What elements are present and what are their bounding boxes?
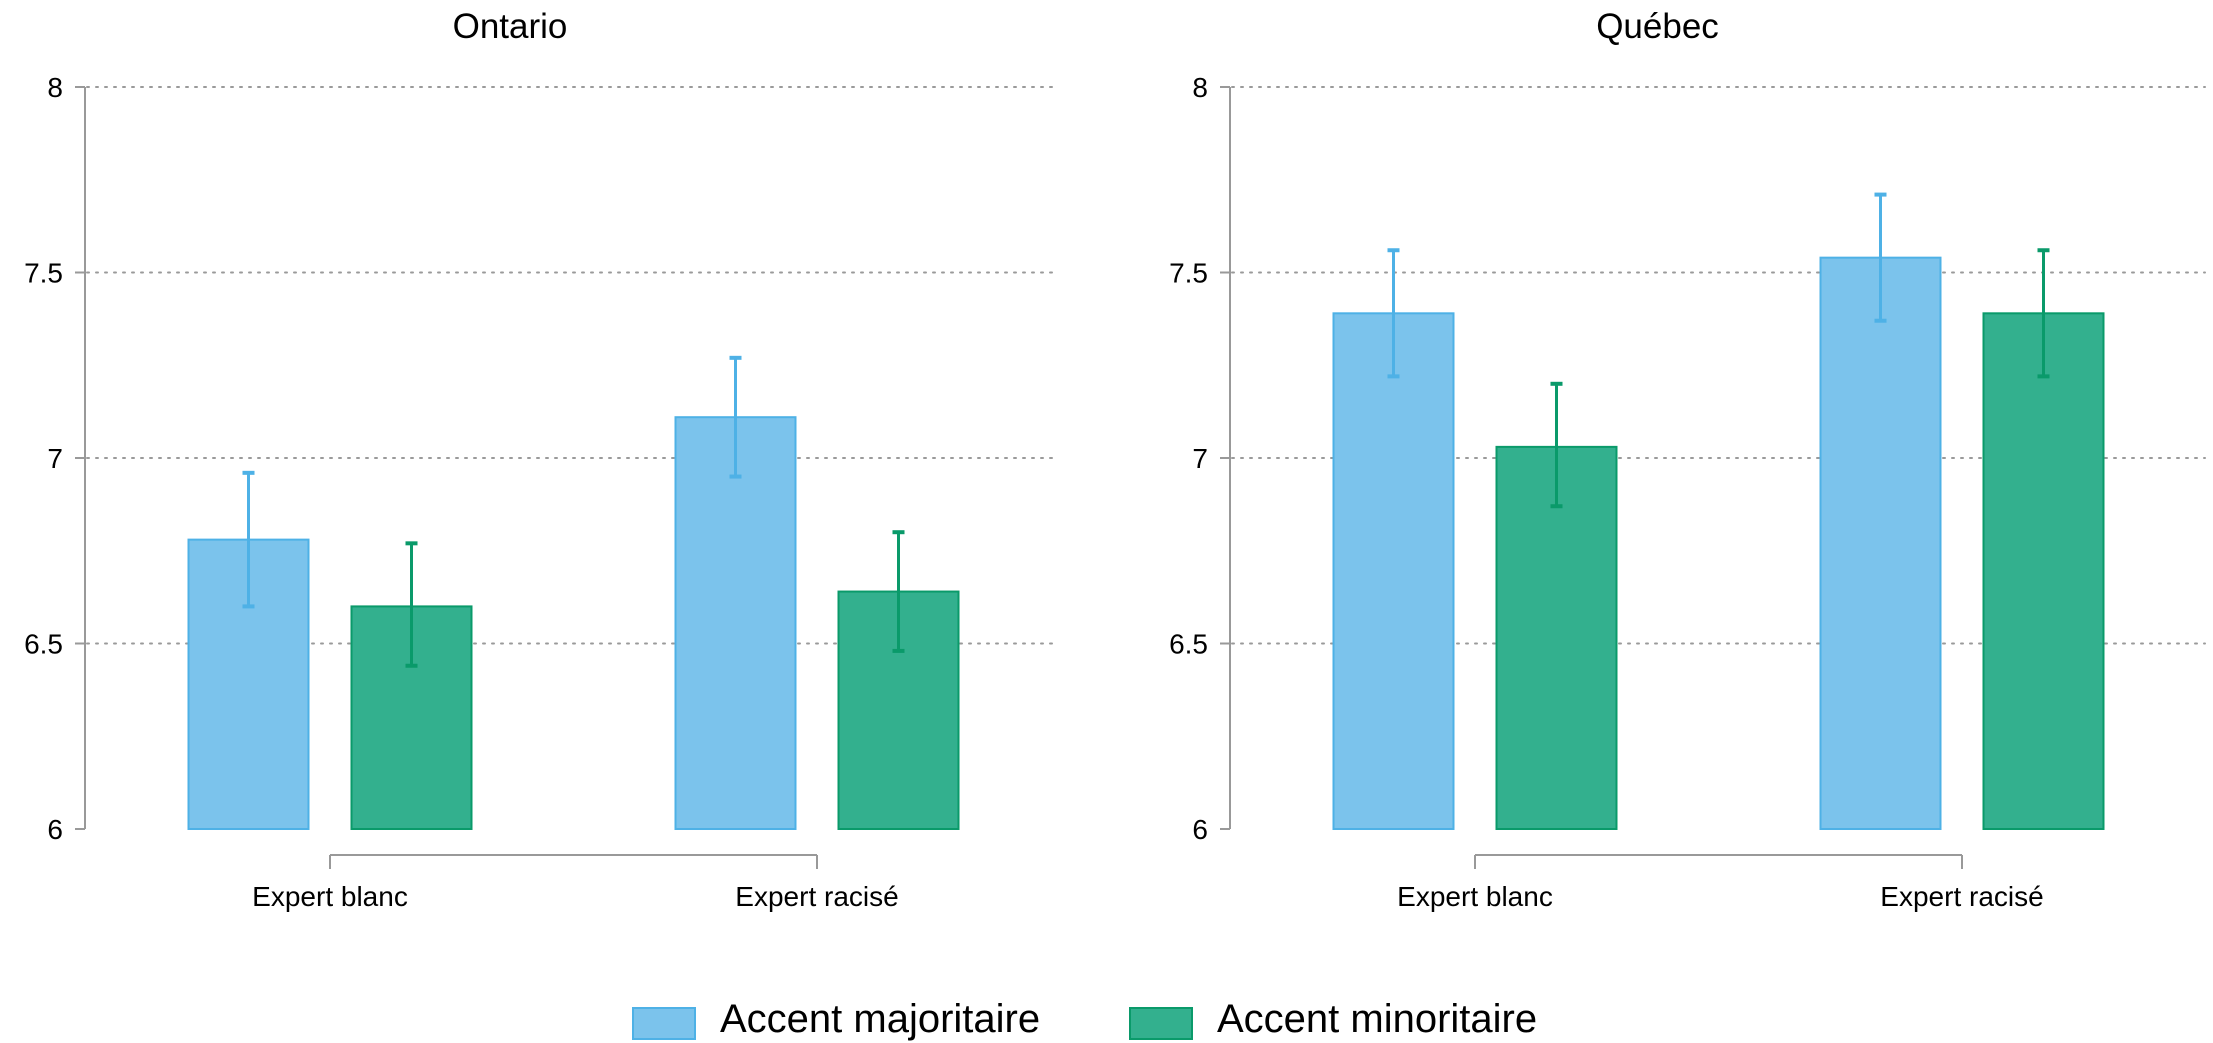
bar-majoritaire [1819,256,1942,831]
x-tick-label: Expert racisé [1880,881,2043,912]
y-tick-label: 8 [1192,72,1208,103]
error-bar [892,530,905,653]
panel-quebec: Québec 6 6.5 7 7.5 8 Expert blanc Expert racisé [1169,7,2206,912]
x-tick-label: Expert blanc [1397,881,1553,912]
legend-label-minoritaire: Accent minoritaire [1217,997,1537,1041]
x-tick-label: Expert blanc [252,881,408,912]
y-tick-label: 7 [1192,443,1208,474]
panel-ontario: Ontario 6 6.5 7 7.5 8 Expert blanc Expert racis… [24,7,1056,912]
legend-swatch-minoritaire [1129,1007,1193,1040]
panel-title-quebec: Québec [1596,7,1719,46]
bar-minoritaire [1495,445,1618,830]
y-tick-label: 6.5 [24,629,63,660]
y-tick-label: 7 [47,443,63,474]
error-bar [2037,248,2050,379]
error-bar [1874,192,1887,323]
y-tick-label: 6 [47,814,63,845]
panel-title-ontario: Ontario [453,7,568,46]
x-tick-label: Expert racisé [735,881,898,912]
bar-majoritaire [1332,312,1455,830]
y-tick-label: 6.5 [1169,629,1208,660]
legend: Accent majoritaire Accent minoritaire [632,997,1537,1041]
legend-swatch-majoritaire [632,1007,696,1040]
bar-minoritaire [1982,312,2105,830]
chart-panels: Ontario 6 6.5 7 7.5 8 Expert blanc Expert racis… [24,7,2206,912]
bar-majoritaire [187,538,310,830]
y-tick-label: 7.5 [24,258,63,289]
y-tick-label: 7.5 [1169,258,1208,289]
y-tick-label: 6 [1192,814,1208,845]
error-bar [242,470,255,609]
bar-majoritaire [674,416,797,830]
legend-label-majoritaire: Accent majoritaire [720,997,1040,1041]
error-bar [405,541,418,668]
error-bar [1550,381,1563,509]
y-tick-label: 8 [47,72,63,103]
error-bar [729,355,742,479]
error-bar [1387,248,1400,379]
